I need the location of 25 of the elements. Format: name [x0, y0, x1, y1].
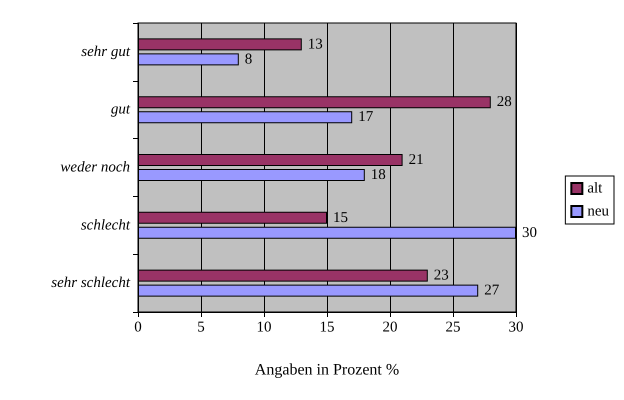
data-label: 17: [358, 109, 374, 126]
x-tick-label: 30: [508, 320, 524, 336]
x-tick-label: 0: [134, 320, 142, 336]
data-label: 30: [522, 224, 537, 241]
x-tick-label: 20: [382, 320, 398, 336]
legend-label: neu: [587, 204, 610, 220]
data-label: 27: [484, 282, 500, 299]
data-label: 8: [244, 51, 252, 68]
legend-label: alt: [587, 180, 604, 196]
data-label: 23: [434, 268, 449, 284]
data-label: 15: [333, 210, 348, 226]
y-tick-label: gut: [110, 102, 131, 118]
x-tick-label: 15: [320, 320, 334, 336]
x-tick-label: 25: [446, 320, 460, 336]
x-tick-label: 10: [256, 320, 272, 336]
y-tick-label: weder noch: [60, 160, 130, 176]
y-tick-label: sehr schlecht: [51, 275, 131, 292]
data-label: 28: [496, 94, 512, 110]
data-label: 18: [370, 167, 386, 183]
data-label: 21: [408, 152, 424, 168]
data-label: 13: [308, 36, 323, 52]
y-tick-label: sehr gut: [81, 44, 131, 60]
x-tick-label: 5: [197, 320, 205, 336]
y-tick-label: schlecht: [80, 217, 131, 234]
x-axis-title: Angaben in Prozent %: [254, 362, 400, 378]
